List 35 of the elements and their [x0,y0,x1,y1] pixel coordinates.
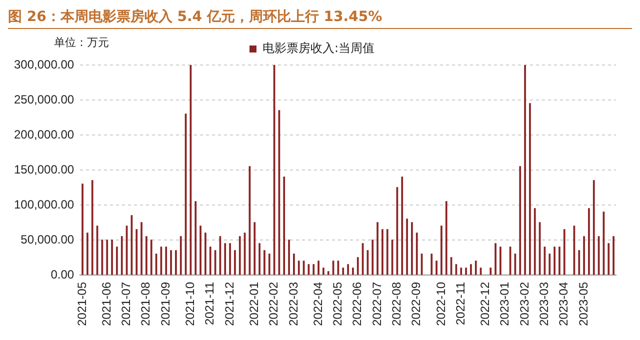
x-tick-label: 2021-07 [119,282,134,326]
y-tick-label: 150,000.00 [14,162,74,176]
x-tick-label: 2022-11 [453,282,468,326]
x-tick-label: 2022-10 [434,282,448,326]
y-tick-label: 50,000.00 [20,232,74,246]
x-tick-label: 2022-12 [478,282,492,326]
y-axis-title: 单位：万元 [54,35,109,50]
x-tick-label: 2022-07 [370,282,384,326]
x-tick-label: 2022-02 [266,282,281,326]
x-tick-label: 2021-12 [222,282,236,326]
x-tick-label: 2022-05 [330,282,345,326]
x-tick-label: 2023-03 [537,282,552,326]
x-tick-label: 2022-09 [409,282,424,326]
y-tick-label: 100,000.00 [14,197,74,212]
y-tick-label: 0.00 [50,267,74,282]
y-tick-label: 200,000.00 [14,127,74,142]
legend-label: 电影票房收入:当周值 [262,41,375,56]
y-tick-label: 250,000.00 [14,92,74,106]
x-tick-label: 2021-08 [138,282,153,326]
x-tick-label: 2021-11 [202,282,217,326]
x-tick-label: 2021-06 [99,282,114,326]
x-tick-label: 2021-09 [158,282,172,326]
x-tick-label: 2023-04 [556,282,571,326]
x-tick-label: 2022-06 [350,282,364,326]
x-tick-label: 2022-03 [286,282,300,326]
chart-title: 图 26：本周电影票房收入 5.4 亿元，周环比上行 13.45% [8,8,632,29]
y-tick-label: 300,000.00 [14,57,74,72]
x-tick-label: 2023-05 [576,282,590,326]
x-tick-label: 2022-04 [310,282,325,326]
x-tick-label: 2021-05 [74,282,89,326]
x-tick-label: 2022-01 [246,282,261,326]
x-tick-label: 2023-01 [498,282,512,326]
x-tick-label: 2022-08 [390,282,404,326]
x-tick-label: 2023-02 [517,282,532,326]
x-tick-label: 2021-10 [183,282,197,326]
